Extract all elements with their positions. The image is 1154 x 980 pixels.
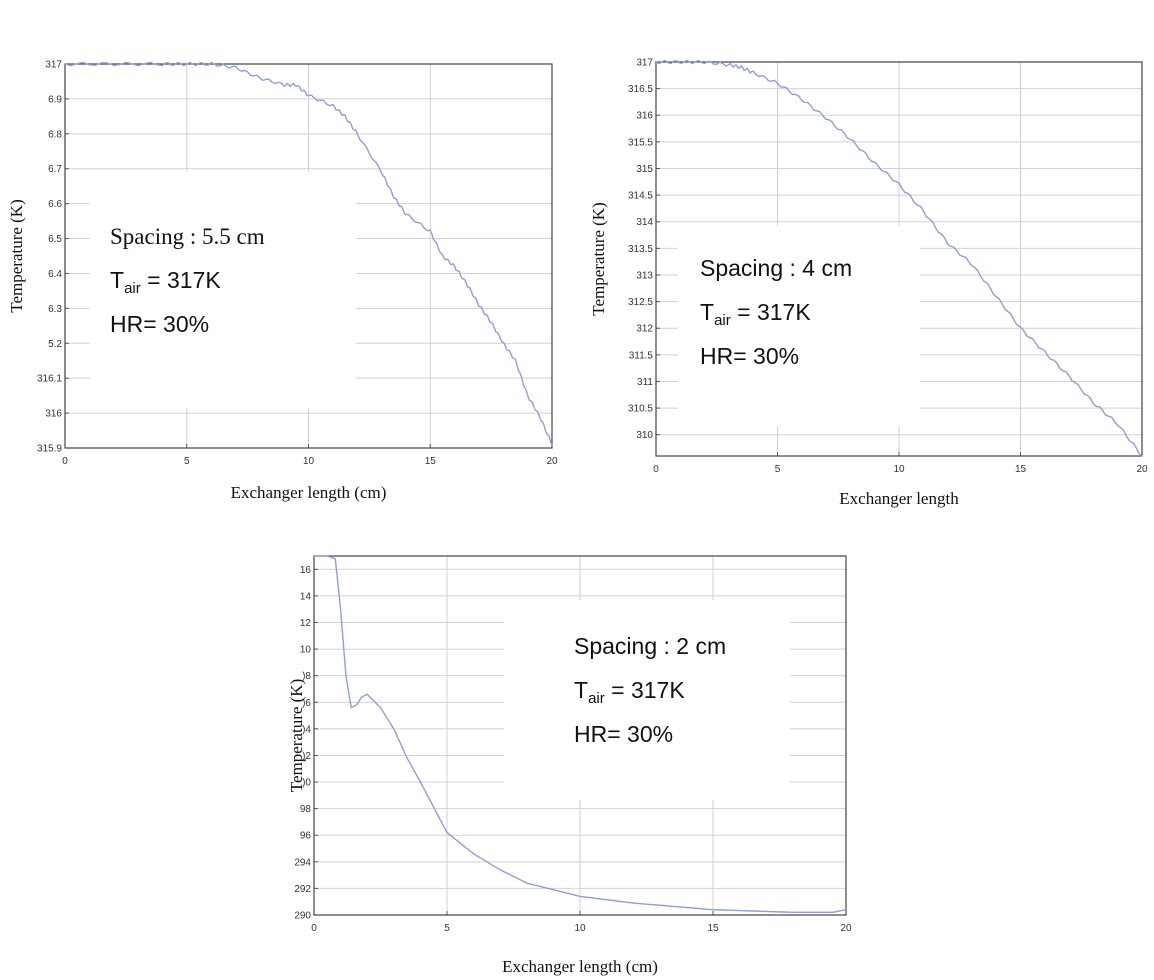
annotation-t-sub: air bbox=[124, 280, 141, 297]
y-tick-label: 6.6 bbox=[48, 199, 62, 210]
x-tick-label: 0 bbox=[311, 923, 317, 934]
x-tick-label: 10 bbox=[893, 464, 905, 475]
annotation-box bbox=[678, 226, 920, 426]
y-axis-title: Temperature (K) bbox=[287, 679, 306, 793]
annotation-box bbox=[90, 172, 356, 408]
y-tick-label: )4 bbox=[302, 724, 311, 735]
annotation-hr: HR= 30% bbox=[700, 343, 799, 369]
annotation-t-value: = 317K bbox=[141, 267, 222, 293]
x-tick-label: 5 bbox=[444, 923, 450, 934]
y-tick-label: 6.7 bbox=[48, 164, 62, 175]
annotation-t-value: = 317K bbox=[731, 299, 812, 325]
series-line bbox=[64, 61, 553, 447]
series-line bbox=[655, 59, 1143, 457]
x-tick-label: 5 bbox=[184, 456, 190, 467]
y-tick-label: )2 bbox=[302, 751, 311, 762]
y-tick-label: 316 bbox=[45, 409, 62, 420]
y-tick-label: 314.5 bbox=[628, 191, 653, 202]
y-tick-label: )0 bbox=[302, 778, 311, 789]
annotation-spacing: Spacing : 4 cm bbox=[700, 255, 852, 281]
y-tick-label: 313.5 bbox=[628, 244, 653, 255]
y-tick-label: 317 bbox=[636, 58, 653, 69]
annotation-hr: HR= 30% bbox=[574, 721, 673, 747]
annotation-t: T bbox=[700, 299, 714, 325]
x-tick-label: 10 bbox=[574, 923, 586, 934]
chart-panel-2: 317 316.5 316 315.5 315 314.5 314 313.5 313 312.5… bbox=[589, 58, 1148, 509]
y-tick-label: 315.5 bbox=[628, 137, 653, 148]
x-tick-label: 20 bbox=[840, 923, 852, 934]
x-tick-label: 5 bbox=[775, 464, 781, 475]
y-tick-label: 311.5 bbox=[629, 350, 654, 361]
x-tick-label: 15 bbox=[707, 923, 719, 934]
y-tick-label: 316 bbox=[636, 111, 653, 122]
y-tick-label: )8 bbox=[302, 671, 311, 682]
y-tick-label: 315.9 bbox=[37, 444, 62, 455]
y-tick-label: 317 bbox=[45, 60, 62, 71]
x-tick-label: 20 bbox=[546, 456, 558, 467]
y-tick-label: 98 bbox=[300, 804, 312, 815]
y-axis-title: Temperature (K) bbox=[589, 202, 608, 316]
annotation-t: T bbox=[110, 267, 124, 293]
annotation-spacing: Spacing : 5.5 cm bbox=[110, 224, 265, 249]
annotation-t-sub: air bbox=[588, 690, 605, 707]
y-tick-label: 290 bbox=[294, 911, 311, 922]
y-axis-title: Temperature (K) bbox=[7, 199, 26, 313]
annotation-tair: Tair = 317K bbox=[574, 677, 685, 707]
annotation-spacing: Spacing : 2 cm bbox=[574, 633, 726, 659]
y-tick-label: 313 bbox=[636, 270, 653, 281]
y-tick-label: 6.8 bbox=[48, 129, 62, 140]
annotation-t: T bbox=[574, 677, 588, 703]
y-tick-label: 5.2 bbox=[48, 339, 62, 350]
y-tick-label: 312.5 bbox=[628, 297, 653, 308]
plot-frame bbox=[64, 63, 553, 449]
y-tick-label: 6.5 bbox=[48, 234, 62, 245]
x-axis-title: Exchanger length (cm) bbox=[502, 957, 658, 976]
y-tick-label: 6.3 bbox=[48, 304, 62, 315]
plot-frame bbox=[655, 61, 1143, 457]
annotation-tair: Tair = 317K bbox=[110, 267, 221, 297]
y-tick-label: 6.4 bbox=[48, 269, 62, 280]
annotation-box bbox=[504, 600, 790, 800]
y-tick-label: 6.9 bbox=[48, 94, 62, 105]
y-tick-label: 316.5 bbox=[628, 84, 653, 95]
annotation-t-value: = 317K bbox=[605, 677, 686, 703]
y-tick-label: 294 bbox=[294, 857, 311, 868]
y-tick-label: 310.5 bbox=[628, 404, 653, 415]
y-tick-label: 292 bbox=[294, 884, 311, 895]
y-tick-label: 314 bbox=[636, 217, 653, 228]
x-tick-label: 15 bbox=[425, 456, 437, 467]
annotation-tair: Tair = 317K bbox=[700, 299, 811, 329]
x-tick-label: 0 bbox=[62, 456, 68, 467]
series-line bbox=[314, 555, 847, 913]
x-tick-label: 0 bbox=[653, 464, 659, 475]
y-tick-label: 316.1 bbox=[37, 374, 62, 385]
y-tick-label: )6 bbox=[302, 698, 311, 709]
x-tick-label: 15 bbox=[1015, 464, 1027, 475]
annotation-hr: HR= 30% bbox=[110, 311, 209, 337]
y-tick-label: 12 bbox=[300, 618, 312, 629]
y-tick-label: 14 bbox=[300, 591, 312, 602]
x-axis-title: Exchanger length (cm) bbox=[231, 483, 387, 502]
y-tick-label: 312 bbox=[636, 324, 653, 335]
y-tick-label: 310 bbox=[636, 430, 653, 441]
x-tick-label: 10 bbox=[303, 456, 315, 467]
annotation-t-sub: air bbox=[714, 312, 731, 329]
y-tick-label: 10 bbox=[300, 645, 312, 656]
y-tick-label: 315 bbox=[636, 164, 653, 175]
x-axis-title: Exchanger length bbox=[839, 489, 959, 508]
y-tick-label: 311 bbox=[637, 377, 653, 388]
y-tick-label: 96 bbox=[300, 831, 312, 842]
plot-frame bbox=[313, 555, 847, 916]
x-tick-label: 20 bbox=[1136, 464, 1148, 475]
y-tick-label: 16 bbox=[300, 565, 312, 576]
chart-panel-1: 317 6.9 6.8 6.7 6.6 6.5 6.4 6.3 5.2 316.1 316 315.9… bbox=[7, 60, 558, 503]
